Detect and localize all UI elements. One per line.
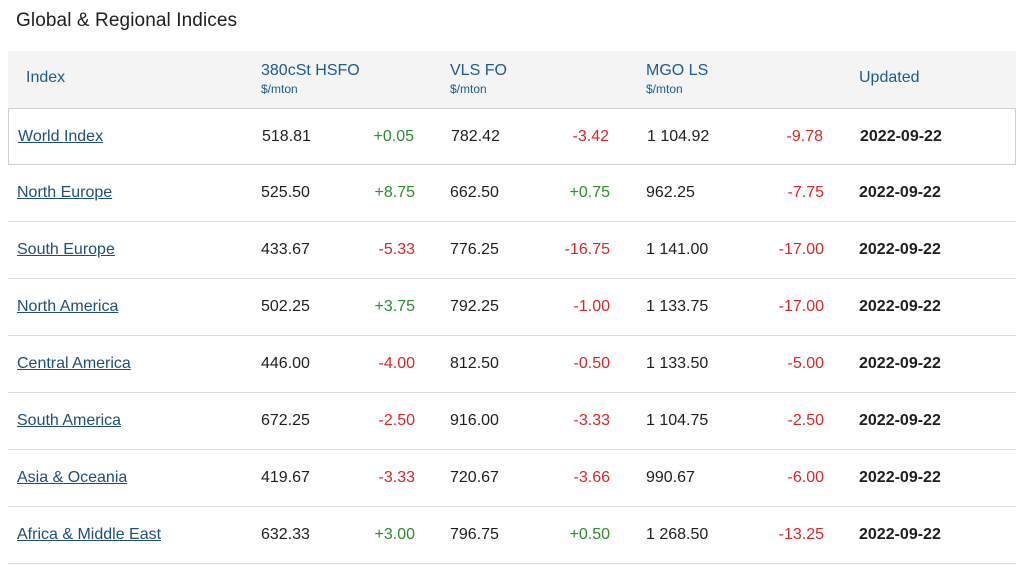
mgo-price: 1 141.00 xyxy=(646,241,709,258)
header-index-label: Index xyxy=(26,69,66,86)
table-row: Central America 446.00 -4.00 812.50 -0.50 1 1… xyxy=(8,336,1016,393)
hsfo-change: -5.33 xyxy=(378,241,415,258)
vlsfo-change: -16.75 xyxy=(564,241,610,258)
table-row: Asia & Oceania 419.67 -3.33 720.67 -3.66 990.… xyxy=(8,450,1016,507)
header-updated-label: Updated xyxy=(859,69,920,86)
table-body: World Index 518.81 +0.05 782.42 -3.42 1 104.9… xyxy=(8,108,1016,564)
updated-date: 2022-09-22 xyxy=(859,184,941,201)
mgo-price: 1 268.50 xyxy=(646,526,709,543)
mgo-price: 1 133.50 xyxy=(646,355,709,372)
hsfo-price: 518.81 xyxy=(262,128,311,145)
hsfo-price: 502.25 xyxy=(261,298,310,315)
table-row: North America 502.25 +3.75 792.25 -1.00 1 133… xyxy=(8,279,1016,336)
header-hsfo-unit: $/mton xyxy=(261,82,298,96)
table-row: North Europe 525.50 +8.75 662.50 +0.75 962.25… xyxy=(8,165,1016,222)
hsfo-price: 446.00 xyxy=(261,355,310,372)
header-index: Index xyxy=(26,51,226,108)
header-hsfo-label: 380cSt HSFO xyxy=(261,62,360,79)
vlsfo-change: -1.00 xyxy=(573,298,610,315)
hsfo-price: 433.67 xyxy=(261,241,310,258)
vlsfo-price: 812.50 xyxy=(450,355,499,372)
header-mgo-label: MGO LS xyxy=(646,62,709,79)
mgo-price: 1 104.75 xyxy=(646,412,709,429)
vlsfo-change: +0.50 xyxy=(569,526,610,543)
mgo-price: 1 104.92 xyxy=(647,128,710,145)
table-header: Index 380cSt HSFO $/mton VLS FO $/mton M… xyxy=(8,51,1016,108)
vlsfo-price: 720.67 xyxy=(450,469,499,486)
updated-date: 2022-09-22 xyxy=(859,469,941,486)
index-name-link[interactable]: South Europe xyxy=(17,241,115,258)
header-vlsfo: VLS FO $/mton xyxy=(450,51,630,108)
vlsfo-change: +0.75 xyxy=(569,184,610,201)
index-name-link[interactable]: Central America xyxy=(17,355,131,372)
hsfo-change: +3.75 xyxy=(374,298,415,315)
mgo-price: 990.67 xyxy=(646,469,695,486)
mgo-change: -17.00 xyxy=(778,298,824,315)
header-vlsfo-label: VLS FO xyxy=(450,62,507,79)
updated-date: 2022-09-22 xyxy=(859,526,941,543)
hsfo-price: 419.67 xyxy=(261,469,310,486)
updated-date: 2022-09-22 xyxy=(860,128,942,145)
header-mgo-unit: $/mton xyxy=(646,82,683,96)
hsfo-price: 525.50 xyxy=(261,184,310,201)
table-row: South America 672.25 -2.50 916.00 -3.33 1 104… xyxy=(8,393,1016,450)
mgo-change: -6.00 xyxy=(787,469,824,486)
header-hsfo: 380cSt HSFO $/mton xyxy=(261,51,441,108)
updated-date: 2022-09-22 xyxy=(859,298,941,315)
index-name-link[interactable]: Africa & Middle East xyxy=(17,526,162,543)
hsfo-change: -4.00 xyxy=(378,355,415,372)
mgo-price: 962.25 xyxy=(646,184,695,201)
mgo-change: -17.00 xyxy=(778,241,824,258)
mgo-change: -2.50 xyxy=(787,412,824,429)
index-name-link[interactable]: North Europe xyxy=(17,184,113,201)
header-vlsfo-unit: $/mton xyxy=(450,82,487,96)
mgo-change: -9.78 xyxy=(786,128,823,145)
index-name-link[interactable]: South America xyxy=(17,412,122,429)
index-name-link[interactable]: North America xyxy=(17,298,119,315)
header-mgo: MGO LS $/mton xyxy=(646,51,826,108)
mgo-change: -13.25 xyxy=(778,526,824,543)
vlsfo-change: -3.42 xyxy=(572,128,609,145)
hsfo-change: +0.05 xyxy=(373,128,414,145)
vlsfo-change: -3.66 xyxy=(573,469,610,486)
mgo-price: 1 133.75 xyxy=(646,298,709,315)
hsfo-change: +3.00 xyxy=(374,526,415,543)
hsfo-price: 672.25 xyxy=(261,412,310,429)
vlsfo-price: 792.25 xyxy=(450,298,499,315)
vlsfo-price: 782.42 xyxy=(451,128,500,145)
vlsfo-price: 916.00 xyxy=(450,412,499,429)
hsfo-price: 632.33 xyxy=(261,526,310,543)
vlsfo-price: 796.75 xyxy=(450,526,499,543)
page-title: Global & Regional Indices xyxy=(16,10,238,31)
table-row: Africa & Middle East 632.33 +3.00 796.75 +0.… xyxy=(8,507,1016,564)
header-updated: Updated xyxy=(859,51,999,108)
vlsfo-change: -3.33 xyxy=(573,412,610,429)
vlsfo-price: 662.50 xyxy=(450,184,499,201)
indices-table: Index 380cSt HSFO $/mton VLS FO $/mton M… xyxy=(8,51,1016,564)
updated-date: 2022-09-22 xyxy=(859,241,941,258)
table-row: World Index 518.81 +0.05 782.42 -3.42 1 104.9… xyxy=(8,108,1016,165)
mgo-change: -7.75 xyxy=(787,184,824,201)
hsfo-change: -3.33 xyxy=(378,469,415,486)
hsfo-change: +8.75 xyxy=(374,184,415,201)
mgo-change: -5.00 xyxy=(787,355,824,372)
index-name-link[interactable]: Asia & Oceania xyxy=(17,469,128,486)
updated-date: 2022-09-22 xyxy=(859,355,941,372)
vlsfo-price: 776.25 xyxy=(450,241,499,258)
updated-date: 2022-09-22 xyxy=(859,412,941,429)
table-row: South Europe 433.67 -5.33 776.25 -16.75 1 141… xyxy=(8,222,1016,279)
index-name-link[interactable]: World Index xyxy=(18,128,104,145)
vlsfo-change: -0.50 xyxy=(573,355,610,372)
hsfo-change: -2.50 xyxy=(378,412,415,429)
